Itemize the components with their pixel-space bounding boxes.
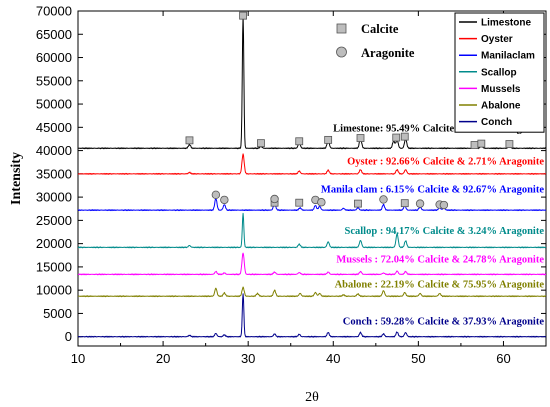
series-line-limestone [78, 15, 546, 150]
series-annotation: Scallop : 94.17% Calcite & 3.24% Aragoni… [345, 226, 545, 237]
y-tick-label: 20000 [36, 236, 72, 251]
calcite-marker [239, 11, 247, 20]
legend-box [454, 12, 545, 133]
series-annotation: Manila clam : 6.15% Calcite & 92.67% Ara… [321, 184, 544, 195]
y-tick-label: 25000 [36, 213, 72, 228]
x-axis-title: 2θ [305, 390, 319, 405]
legend-label: Scallop [481, 67, 517, 78]
y-tick-label: 15000 [36, 259, 72, 274]
series-line-mussels [78, 252, 546, 276]
series-line-oyster [78, 153, 546, 175]
legend-label: Abalone [481, 101, 521, 112]
aragonite-marker [270, 194, 279, 204]
series-annotation: Oyster : 92.66% Calcite & 2.71% Aragonit… [347, 157, 544, 168]
x-tick-label: 60 [496, 351, 510, 366]
legend-label: Limestone [481, 18, 531, 29]
calcite-marker [257, 139, 265, 148]
plot-frame [77, 10, 547, 347]
series-line-scallop [78, 212, 546, 249]
y-tick-label: 10000 [36, 283, 72, 298]
x-tick-label: 10 [71, 351, 85, 366]
legend-label: Mussels [481, 84, 521, 95]
y-tick-label: 45000 [36, 120, 72, 135]
calcite-marker [354, 199, 362, 208]
calcite-marker [477, 139, 486, 148]
legend-label: Oyster [481, 34, 513, 45]
calcite-marker [392, 133, 401, 142]
series-annotation: Abalone : 22.19% Calcite & 75.95% Aragon… [335, 279, 545, 290]
series-line-conch [78, 293, 546, 338]
x-tick-label: 50 [411, 351, 425, 366]
aragonite-marker [220, 195, 229, 205]
calcite-marker [356, 134, 365, 142]
calcite-legend-label: Calcite [361, 22, 399, 36]
legend-label: Manilaclam [481, 51, 535, 62]
series-line-manilaclam [78, 198, 546, 212]
calcite-legend-symbol [336, 23, 347, 34]
aragonite-legend-symbol [336, 46, 347, 58]
y-tick-label: 70000 [36, 4, 72, 19]
calcite-marker [295, 137, 304, 146]
calcite-marker [185, 136, 194, 145]
y-tick-label: 5000 [43, 306, 72, 321]
calcite-marker [324, 135, 333, 144]
x-tick-label: 30 [241, 351, 255, 366]
y-tick-label: 60000 [36, 50, 72, 65]
y-tick-label: 65000 [36, 27, 72, 42]
x-tick-label: 20 [156, 351, 170, 366]
y-tick-label: 0 [65, 329, 72, 344]
y-tick-label: 55000 [36, 73, 72, 88]
aragonite-marker [211, 190, 221, 199]
calcite-marker [400, 132, 409, 141]
aragonite-marker [379, 195, 388, 204]
aragonite-marker [439, 200, 449, 210]
series-annotation: Conch : 59.28% Calcite & 37.93% Aragonit… [343, 317, 545, 328]
y-tick-label: 50000 [36, 97, 72, 112]
series-annotation: Limestone: 95.49% Calcite & 1.78% Aragon… [333, 124, 544, 135]
y-tick-label: 30000 [36, 190, 72, 205]
calcite-marker [470, 141, 479, 149]
calcite-marker [505, 140, 514, 148]
aragonite-legend-label: Aragonite [361, 46, 415, 60]
y-tick-label: 35000 [36, 166, 72, 181]
calcite-marker [295, 198, 304, 207]
y-tick-label: 40000 [36, 143, 72, 158]
legend-label: Conch [481, 117, 512, 128]
x-tick-label: 40 [326, 351, 340, 366]
traces [78, 15, 546, 338]
calcite-marker [400, 199, 409, 208]
series-line-abalone [78, 286, 546, 298]
aragonite-marker [317, 198, 326, 207]
aragonite-marker [415, 199, 425, 208]
y-axis-title: Intensity [9, 152, 24, 205]
series-annotation: Mussels : 72.04% Calcite & 24.78% Aragon… [336, 254, 544, 265]
